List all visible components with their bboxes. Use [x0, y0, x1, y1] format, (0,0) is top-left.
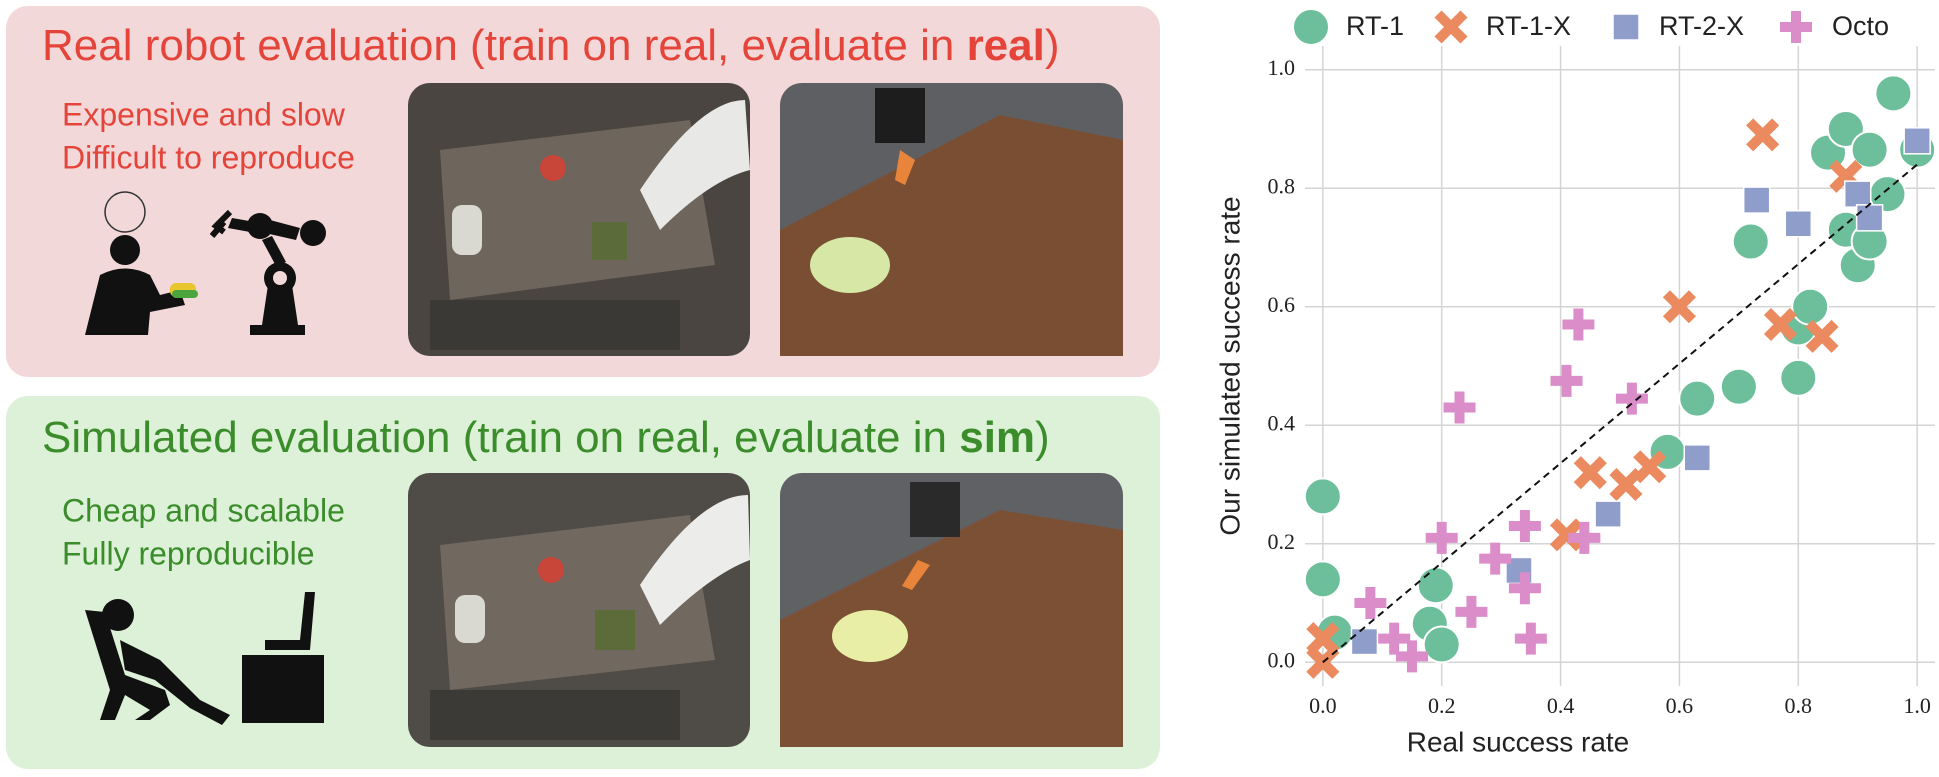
panel-line: Difficult to reproduce: [62, 139, 355, 175]
point: [1594, 500, 1622, 528]
title-part: ): [1035, 413, 1050, 462]
point: [1378, 622, 1411, 655]
legend-label: RT-1-X: [1486, 11, 1571, 41]
point: [1855, 204, 1884, 232]
point: [1303, 477, 1342, 516]
x-tick-label: 0.8: [1785, 693, 1813, 718]
point: [1731, 222, 1770, 261]
point: [1791, 287, 1830, 326]
panel-line: Cheap and scalable: [62, 492, 345, 528]
point: [1874, 74, 1913, 113]
point: [1422, 625, 1461, 664]
point: [1443, 391, 1476, 424]
y-tick-label: 0.2: [1268, 529, 1296, 554]
point: [1550, 364, 1583, 397]
point: [1719, 367, 1758, 406]
x-tick-label: 1.0: [1903, 693, 1931, 718]
point: [1395, 640, 1428, 673]
y-tick-label: 0.4: [1268, 410, 1296, 435]
point: [1568, 521, 1601, 554]
scatter-chart: Real success rate Our simulated success …: [1214, 8, 1937, 757]
legend-marker: [1612, 13, 1640, 41]
title-part: Real robot evaluation (train on real, ev…: [42, 21, 967, 70]
panel-line: Expensive and slow: [62, 96, 346, 132]
title-emphasis: real: [967, 21, 1045, 70]
legend-marker: [1780, 11, 1812, 43]
y-tick-label: 0.8: [1268, 173, 1296, 198]
legend-label: RT-2-X: [1659, 11, 1744, 41]
point: [1354, 587, 1387, 620]
panel-line: Fully reproducible: [62, 535, 315, 571]
x-tick-label: 0.4: [1547, 693, 1575, 718]
point: [1746, 118, 1780, 152]
point: [1903, 127, 1931, 155]
legend-marker: [1292, 8, 1330, 46]
point: [1633, 450, 1667, 484]
legend-label: Octo: [1832, 11, 1889, 41]
point: [1678, 379, 1717, 418]
point: [1742, 186, 1771, 214]
photo-sim-1: [408, 473, 750, 747]
title-part: Simulated evaluation (train on real, eva…: [42, 413, 959, 462]
panel-title: Simulated evaluation (train on real, eva…: [42, 413, 1050, 462]
point: [1662, 290, 1696, 324]
point: [1508, 510, 1541, 542]
point: [1573, 456, 1607, 490]
x-tick-label: 0.2: [1428, 693, 1456, 718]
point: [1350, 627, 1379, 656]
fit-line: [1322, 163, 1918, 664]
photo-sim-2: [780, 473, 1123, 747]
title-emphasis: sim: [959, 413, 1035, 462]
y-tick-label: 1.0: [1268, 55, 1296, 80]
point: [1425, 521, 1458, 554]
point: [1416, 566, 1455, 605]
point: [1805, 319, 1839, 353]
photo-real-1: [408, 83, 750, 356]
x-tick-label: 0.0: [1309, 693, 1337, 718]
point: [1562, 308, 1595, 341]
point: [1779, 358, 1818, 397]
point: [1850, 130, 1889, 169]
point: [1514, 622, 1547, 655]
panel-title: Real robot evaluation (train on real, ev…: [42, 21, 1060, 70]
y-axis-label: Our simulated success rate: [1214, 196, 1245, 535]
legend-marker: [1434, 10, 1468, 44]
title-part: ): [1045, 21, 1060, 70]
point: [1683, 444, 1712, 472]
x-tick-label: 0.6: [1666, 693, 1694, 718]
y-tick-label: 0.6: [1268, 292, 1296, 317]
point: [1784, 210, 1813, 238]
point: [1549, 518, 1584, 552]
point: [1843, 180, 1872, 208]
y-tick-label: 0.0: [1268, 647, 1296, 672]
icon-relax-computer: [85, 592, 324, 725]
icon-human-robot: [85, 191, 326, 335]
point: [1303, 560, 1342, 599]
point: [1479, 542, 1512, 575]
point: [1455, 595, 1488, 628]
photo-real-2: [780, 83, 1123, 356]
legend-label: RT-1: [1346, 11, 1404, 41]
point: [1508, 572, 1541, 605]
x-axis-label: Real success rate: [1407, 726, 1630, 757]
point: [1763, 307, 1798, 342]
point: [1615, 382, 1648, 415]
